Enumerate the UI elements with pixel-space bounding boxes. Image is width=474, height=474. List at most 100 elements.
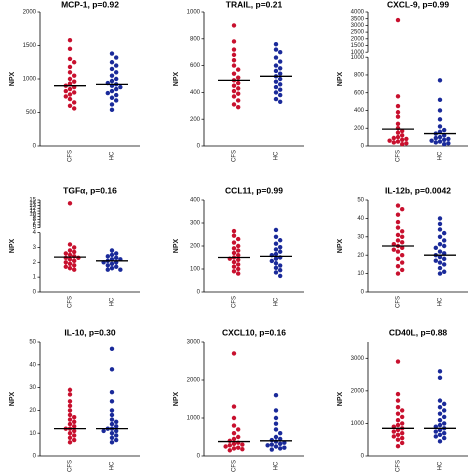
y-tick-label: 6 [33, 222, 37, 228]
data-point [231, 436, 237, 442]
x-tick-label: HC [274, 151, 280, 160]
data-point [67, 46, 73, 52]
data-point [437, 234, 443, 239]
data-point [240, 446, 245, 452]
data-point [395, 256, 401, 262]
data-point [71, 245, 77, 250]
data-point [433, 135, 439, 141]
data-point [399, 240, 405, 245]
data-point [437, 134, 443, 140]
data-point [231, 233, 237, 238]
data-point [113, 251, 119, 256]
data-point [399, 421, 405, 426]
data-point [404, 136, 409, 142]
data-point [273, 47, 279, 52]
data-point [235, 266, 241, 272]
data-point [223, 444, 228, 449]
data-point [67, 242, 73, 247]
data-point [399, 133, 405, 138]
data-point [235, 243, 241, 249]
data-point [399, 229, 405, 234]
data-point [105, 267, 111, 272]
data-point [395, 114, 401, 119]
data-point [71, 73, 77, 78]
x-tick-label: CFS [68, 150, 74, 162]
y-tick-label: 40 [357, 216, 364, 222]
data-point [67, 399, 73, 404]
data-point [395, 139, 401, 144]
data-point [67, 266, 73, 271]
data-point [113, 98, 119, 103]
data-point [399, 207, 405, 212]
data-point [391, 140, 397, 145]
data-point [437, 241, 443, 247]
data-point [235, 236, 241, 242]
data-point [109, 60, 115, 65]
data-point [437, 97, 443, 103]
y-tick-label: 20 [357, 253, 364, 259]
x-tick-label: CFS [232, 460, 238, 472]
data-point [109, 51, 115, 56]
data-point [71, 437, 77, 443]
data-point [399, 128, 405, 134]
data-point [273, 270, 279, 275]
data-point [113, 428, 119, 434]
data-point [395, 264, 401, 269]
y-tick-label: 2500 [351, 30, 365, 36]
data-point [67, 421, 73, 427]
data-point [71, 100, 77, 105]
data-point [101, 428, 106, 434]
data-point [441, 142, 447, 147]
data-point [437, 432, 443, 438]
data-point [109, 78, 115, 84]
data-point [273, 55, 279, 60]
data-point [227, 448, 233, 453]
y-tick-label: 3000 [187, 340, 201, 346]
data-point [395, 126, 401, 131]
y-axis-label: NPX [9, 391, 16, 406]
data-point [67, 76, 73, 82]
data-point [109, 252, 115, 258]
data-point [399, 137, 405, 142]
data-point [277, 92, 283, 98]
data-point [109, 95, 115, 100]
y-tick-label: 200 [354, 126, 365, 132]
data-point [437, 216, 443, 221]
data-point [437, 254, 443, 260]
data-point [235, 427, 241, 432]
data-point [67, 252, 73, 258]
data-point [395, 134, 401, 140]
y-tick-label: 0 [33, 144, 37, 150]
data-point [269, 437, 275, 443]
y-axis-label: NPX [337, 238, 344, 253]
data-point [399, 435, 405, 441]
y-tick-label: 1000 [351, 50, 365, 56]
data-point [231, 264, 237, 269]
data-point [113, 433, 119, 438]
data-point [399, 267, 405, 273]
data-point [105, 90, 111, 96]
data-point [67, 37, 73, 43]
y-tick-label: 10 [29, 431, 36, 437]
data-point [71, 60, 77, 65]
data-point [273, 68, 279, 74]
data-point [277, 446, 283, 451]
data-point [437, 260, 443, 265]
y-tick-label: 12 [29, 206, 36, 212]
x-tick-label: CFS [68, 296, 74, 308]
data-point [67, 403, 73, 409]
y-tick-label: 10 [357, 271, 364, 277]
y-tick-label: 200 [190, 117, 201, 123]
data-point [235, 262, 241, 267]
data-point [231, 94, 237, 99]
data-point [109, 431, 115, 436]
data-point [441, 408, 447, 413]
y-tick-label: 800 [190, 36, 201, 42]
y-tick-label: 4 [33, 230, 37, 236]
data-point [265, 443, 270, 448]
data-point [71, 90, 77, 95]
data-point [277, 99, 283, 104]
data-point [113, 419, 119, 424]
data-point [395, 238, 401, 243]
